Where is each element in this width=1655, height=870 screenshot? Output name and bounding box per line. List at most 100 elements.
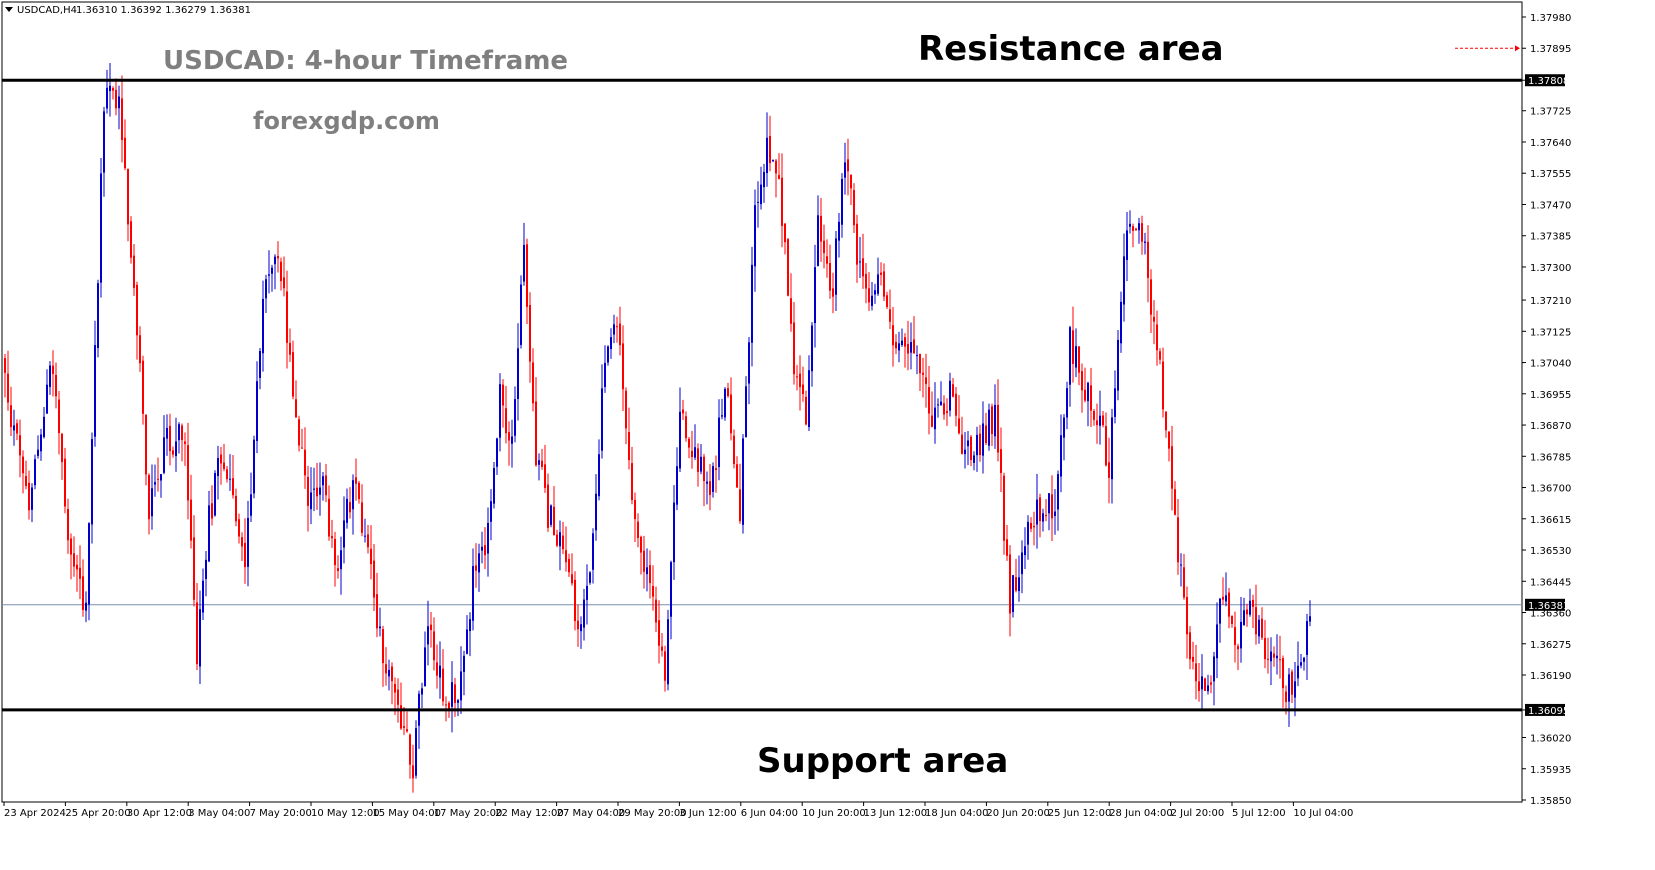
candle-body (895, 341, 897, 349)
candle-body (463, 655, 465, 672)
candle-body (571, 574, 573, 584)
candle-body (364, 535, 366, 537)
candle-body (475, 565, 477, 571)
candle-body (703, 456, 705, 482)
candle-body (232, 478, 234, 496)
candle-body (778, 175, 780, 179)
candle-body (1084, 389, 1086, 401)
alert-arrow-icon (1515, 45, 1520, 52)
candle-body (13, 425, 15, 431)
candle-body (1000, 449, 1002, 474)
candle-body (205, 559, 207, 579)
candle-body (685, 416, 687, 439)
candle-body (394, 683, 396, 693)
candle-body (19, 435, 21, 456)
candle-body (982, 423, 984, 456)
candle-body (202, 580, 204, 613)
candle-body (250, 494, 252, 516)
candle-body (145, 415, 147, 475)
candle-body (1066, 388, 1068, 418)
candle-body (577, 620, 579, 630)
candle-body (1054, 511, 1056, 517)
candle-body (1255, 607, 1257, 635)
candle-body (712, 466, 714, 492)
candle-body (1123, 256, 1125, 305)
candle-body (607, 346, 609, 363)
candle-body (70, 538, 72, 555)
candle-body (559, 532, 561, 547)
candle-body (127, 169, 129, 225)
candle-body (451, 682, 453, 707)
candle-body (469, 619, 471, 631)
candle-body (430, 624, 432, 631)
candle-body (676, 466, 678, 505)
y-tick-label: 1.37725 (1530, 107, 1571, 118)
candle-body (1033, 525, 1035, 528)
candle-body (265, 279, 267, 299)
candle-body (34, 459, 36, 486)
candle-body (667, 619, 669, 685)
symbol-dropdown-icon[interactable] (5, 7, 13, 12)
candle-body (760, 184, 762, 205)
candle-body (943, 403, 945, 415)
candle-body (781, 177, 783, 226)
candle-body (1270, 651, 1272, 662)
candle-body (694, 447, 696, 458)
price-axis: 1.37980 1.37895 1.37725 1.37640 1.37555 1.374… (1522, 13, 1571, 807)
candle-body (763, 171, 765, 188)
price-tag-box (1525, 74, 1565, 87)
candle-body (1300, 662, 1302, 666)
candle-body (460, 671, 462, 701)
candle-body (514, 399, 516, 436)
y-tick-label: 1.37470 (1530, 200, 1571, 211)
candle-body (487, 522, 489, 554)
candle-body (382, 629, 384, 664)
candle-body (853, 190, 855, 226)
candle-body (1045, 515, 1047, 517)
candle-body (1024, 546, 1026, 556)
candle-body (916, 355, 918, 357)
candle-body (46, 384, 48, 414)
candle-body (1012, 575, 1014, 612)
y-tick-label: 1.36530 (1530, 546, 1571, 557)
level-lines[interactable] (2, 45, 1522, 712)
candle-body (556, 534, 558, 546)
candle-body (1075, 346, 1077, 368)
candle-body (592, 533, 594, 570)
candle-body (604, 362, 606, 388)
candle-body (220, 454, 222, 464)
candle-body (505, 408, 507, 434)
candle-body (193, 537, 195, 600)
candle-body (1303, 657, 1305, 662)
y-tick-label: 1.37300 (1530, 263, 1571, 274)
candle-body (97, 283, 99, 349)
candle-body (1009, 554, 1011, 614)
candle-body (256, 381, 258, 441)
y-tick-label: 1.36615 (1530, 515, 1571, 526)
candle-body (187, 445, 189, 501)
candle-body (502, 384, 504, 406)
candle-body (403, 726, 405, 728)
candle-body (970, 436, 972, 460)
candle-body (55, 374, 57, 397)
candle-body (925, 377, 927, 385)
x-tick-label: 15 May 04:00 (372, 808, 441, 819)
candle-body (1036, 499, 1038, 525)
x-tick-label: 10 Jul 04:00 (1293, 808, 1353, 819)
x-tick-label: 3 Jun 12:00 (679, 808, 736, 819)
candle-body (1153, 316, 1155, 322)
candle-body (424, 647, 426, 687)
candle-body (799, 373, 801, 388)
candle-body (1078, 346, 1080, 373)
candle-body (1306, 621, 1308, 655)
candle-body (1165, 411, 1167, 431)
candle-body (16, 423, 18, 434)
candle-body (67, 508, 69, 541)
candle-body (229, 478, 231, 480)
candle-body (985, 425, 987, 443)
candle-body (562, 535, 564, 550)
candle-body (214, 473, 216, 516)
candle-body (1297, 665, 1299, 679)
candle-body (388, 669, 390, 677)
candle-body (538, 460, 540, 465)
